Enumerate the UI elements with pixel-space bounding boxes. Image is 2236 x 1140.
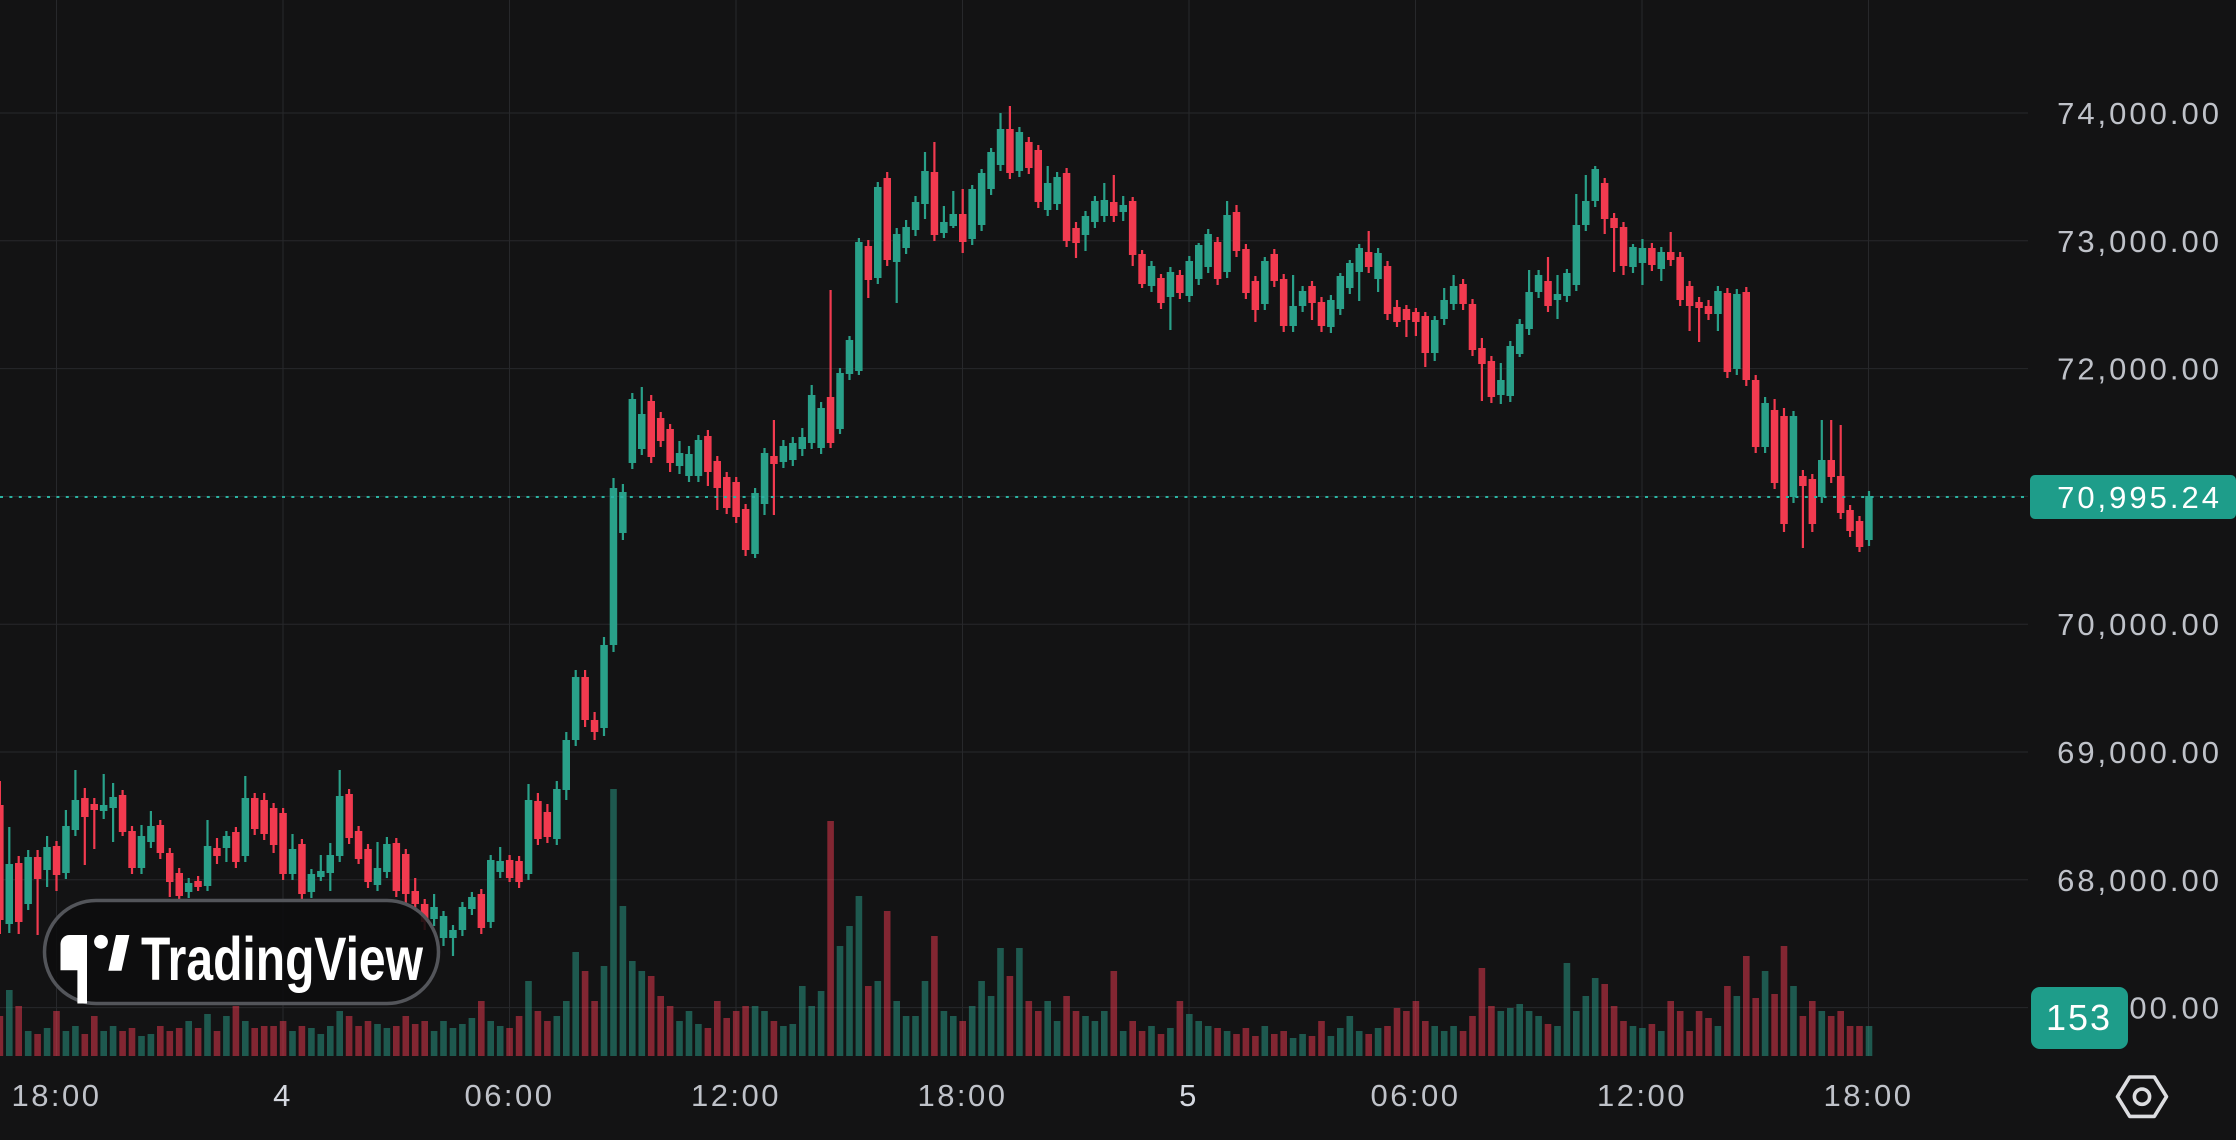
svg-text:70,000.00: 70,000.00	[2057, 607, 2222, 642]
svg-text:06:00: 06:00	[464, 1078, 554, 1113]
svg-text:06:00: 06:00	[1370, 1078, 1460, 1113]
svg-text:70,995.24: 70,995.24	[2057, 480, 2222, 515]
svg-text:18:00: 18:00	[11, 1078, 101, 1113]
svg-text:74,000.00: 74,000.00	[2057, 96, 2222, 131]
svg-text:12:00: 12:00	[691, 1078, 781, 1113]
svg-text:TradingView: TradingView	[141, 925, 423, 993]
svg-text:18:00: 18:00	[1823, 1078, 1913, 1113]
svg-text:68,000.00: 68,000.00	[2057, 863, 2222, 898]
svg-text:4: 4	[273, 1078, 293, 1113]
svg-text:12:00: 12:00	[1597, 1078, 1687, 1113]
svg-text:5: 5	[1179, 1078, 1199, 1113]
svg-text:69,000.00: 69,000.00	[2057, 735, 2222, 770]
svg-text:73,000.00: 73,000.00	[2057, 224, 2222, 259]
svg-text:153: 153	[2046, 997, 2112, 1038]
svg-text:18:00: 18:00	[917, 1078, 1007, 1113]
svg-text:72,000.00: 72,000.00	[2057, 352, 2222, 387]
